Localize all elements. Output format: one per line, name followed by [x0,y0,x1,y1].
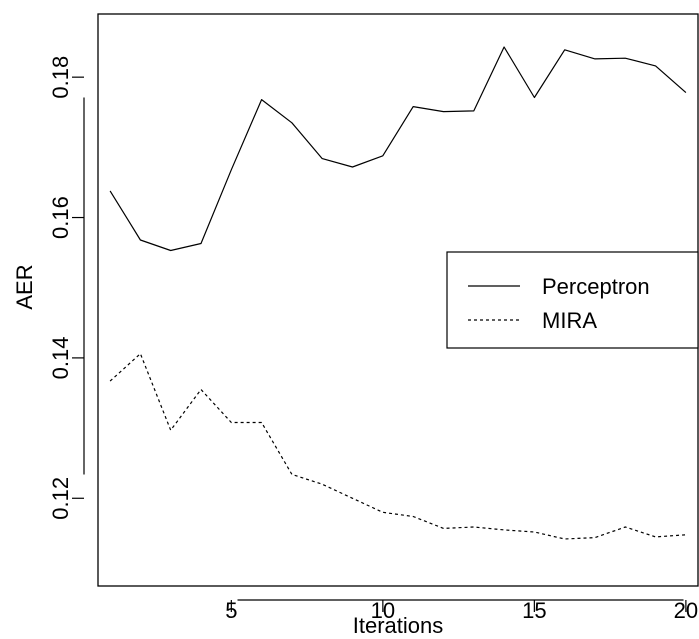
x-tick-label: 20 [674,598,698,623]
y-axis: 0.12 0.14 0.16 0.18 [48,56,85,520]
x-tick-label: 10 [371,598,395,623]
y-tick-label: 0.12 [48,477,73,520]
x-tick-label: 5 [225,598,237,623]
legend: Perceptron MIRA [446,251,699,349]
y-axis-label: AER [12,264,37,309]
legend-label-perceptron: Perceptron [542,274,650,299]
series-line-perceptron [109,46,687,252]
y-tick-label: 0.16 [48,196,73,239]
series-line-mira [109,353,686,540]
y-tick-label: 0.14 [48,336,73,379]
legend-label-mira: MIRA [542,308,597,333]
y-tick-label: 0.18 [48,56,73,99]
x-tick-label: 15 [522,598,546,623]
series-layer [109,46,687,540]
x-axis-label: Iterations [353,613,444,638]
x-axis: 5 10 15 20 [225,598,698,623]
legend-box [446,251,699,349]
